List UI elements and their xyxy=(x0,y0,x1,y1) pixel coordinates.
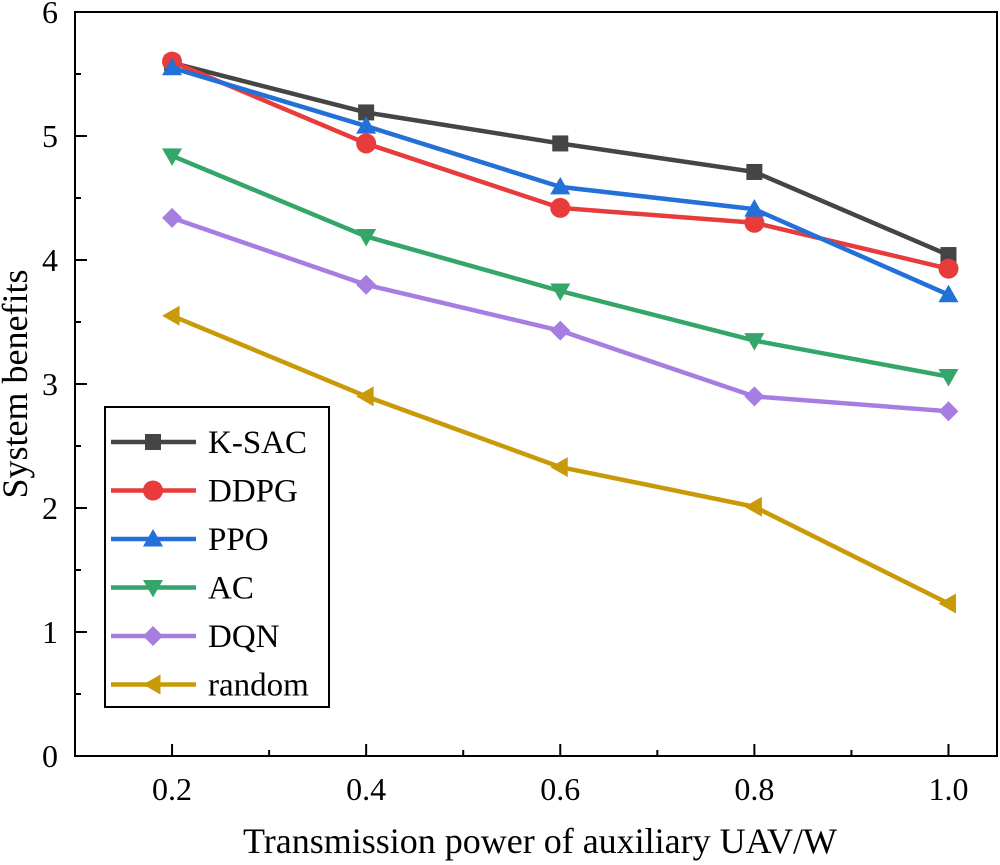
series-line xyxy=(171,215,949,414)
series-ac xyxy=(162,148,959,387)
data-point xyxy=(358,104,375,121)
data-point xyxy=(356,386,374,407)
legend-item-ddpg: DDPG xyxy=(111,474,298,510)
legend-label: DDPG xyxy=(208,474,298,510)
legend-swatch-marker xyxy=(143,480,163,501)
series-line xyxy=(171,60,950,258)
data-point xyxy=(356,133,377,154)
y-tick-label: 0 xyxy=(42,738,58,774)
legend-swatch-marker xyxy=(145,434,161,450)
legend-label: AC xyxy=(208,571,254,607)
major-ticks-group xyxy=(75,11,950,757)
legend-swatch-marker xyxy=(143,626,163,646)
data-point xyxy=(744,212,765,233)
legend: K-SAC DDPG PPO AC DQN random xyxy=(104,406,330,708)
data-point xyxy=(938,401,959,422)
legend-box xyxy=(104,406,330,708)
data-point xyxy=(744,333,765,351)
legend-label: PPO xyxy=(208,522,269,558)
x-tick-label: 0.2 xyxy=(152,771,192,807)
data-point xyxy=(940,247,957,264)
data-point xyxy=(744,496,762,517)
data-point xyxy=(356,228,377,247)
data-point xyxy=(938,369,959,387)
y-tick-label: 4 xyxy=(42,242,58,278)
data-point xyxy=(550,283,571,301)
y-tick-label: 3 xyxy=(42,366,58,402)
series-ppo xyxy=(162,57,959,303)
y-tick-label: 6 xyxy=(42,0,58,30)
series-k-sac xyxy=(164,54,957,264)
x-tick-label: 0.4 xyxy=(346,771,386,807)
x-tick-label: 1.0 xyxy=(928,771,968,807)
legend-swatch-marker xyxy=(143,529,163,547)
legend-item-ac: AC xyxy=(111,571,254,607)
y-tick-label: 1 xyxy=(42,614,58,650)
legend-label: random xyxy=(208,668,309,704)
data-point xyxy=(550,320,571,341)
data-point xyxy=(550,457,568,478)
x-tick-label: 0.8 xyxy=(734,771,774,807)
legend-label: K-SAC xyxy=(208,425,307,461)
data-point xyxy=(162,148,183,166)
series-random xyxy=(162,305,956,614)
legend-item-random: random xyxy=(111,668,309,704)
data-point xyxy=(938,284,959,303)
data-point xyxy=(356,274,377,295)
y-tick-labels-group: 0 1 2 3 4 5 6 xyxy=(42,0,58,774)
series-group xyxy=(162,51,959,614)
legend-item-k-sac: K-SAC xyxy=(111,425,307,461)
legend-item-dqn: DQN xyxy=(111,619,280,655)
y-axis-title: System benefits xyxy=(0,270,35,499)
legend-label: DQN xyxy=(208,619,280,655)
legend-item-ppo: PPO xyxy=(111,522,269,558)
y-tick-label: 5 xyxy=(42,118,58,154)
data-point xyxy=(162,305,180,326)
data-point xyxy=(938,258,959,279)
series-dqn xyxy=(162,207,959,422)
data-point xyxy=(550,176,571,195)
legend-swatch-marker xyxy=(143,580,163,598)
data-point xyxy=(550,197,571,218)
y-tick-label: 2 xyxy=(42,490,58,526)
x-tick-labels-group: 0.2 0.4 0.6 0.8 1.0 xyxy=(152,771,968,807)
data-point xyxy=(746,163,763,180)
minor-ticks-group xyxy=(74,73,853,756)
legend-swatch-marker xyxy=(143,674,161,695)
data-point xyxy=(744,386,765,407)
data-point xyxy=(938,593,956,614)
data-point xyxy=(552,135,569,152)
data-point xyxy=(744,199,765,217)
data-point xyxy=(162,207,183,228)
data-point xyxy=(356,116,377,134)
x-axis-title: Transmission power of auxiliary UAV/W xyxy=(243,821,837,861)
x-tick-label: 0.6 xyxy=(540,771,580,807)
data-point xyxy=(162,57,183,76)
